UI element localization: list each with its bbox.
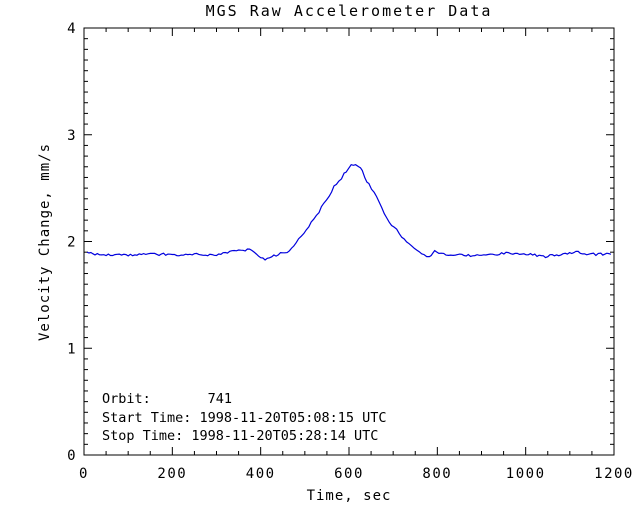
annotation-start-time: Start Time: 1998-11-20T05:08:15 UTC [102, 409, 387, 426]
chart-title: MGS Raw Accelerometer Data [205, 2, 493, 20]
y-tick-label: 1 [67, 341, 77, 357]
data-line-velocity-change [86, 164, 612, 261]
x-tick-label: 400 [246, 466, 276, 482]
annotation-orbit: Orbit: 741 [102, 391, 233, 407]
y-tick-label: 2 [67, 235, 77, 251]
x-tick-label: 1200 [594, 466, 634, 482]
x-tick-label: 600 [334, 466, 364, 482]
x-axis-label: Time, sec [306, 488, 392, 504]
x-tick-label: 1000 [506, 466, 546, 482]
y-tick-label: 4 [67, 21, 77, 37]
y-tick-label: 3 [67, 128, 77, 144]
x-tick-label: 200 [157, 466, 187, 482]
x-tick-label: 800 [422, 466, 452, 482]
axis-box [83, 27, 615, 456]
x-tick-label: 0 [79, 466, 89, 482]
annotation-stop-time: Stop Time: 1998-11-20T05:28:14 UTC [102, 428, 379, 444]
annotation-block: Orbit: 741 Start Time: 1998-11-20T05:08:… [102, 390, 386, 446]
y-tick-label: 0 [67, 448, 77, 464]
